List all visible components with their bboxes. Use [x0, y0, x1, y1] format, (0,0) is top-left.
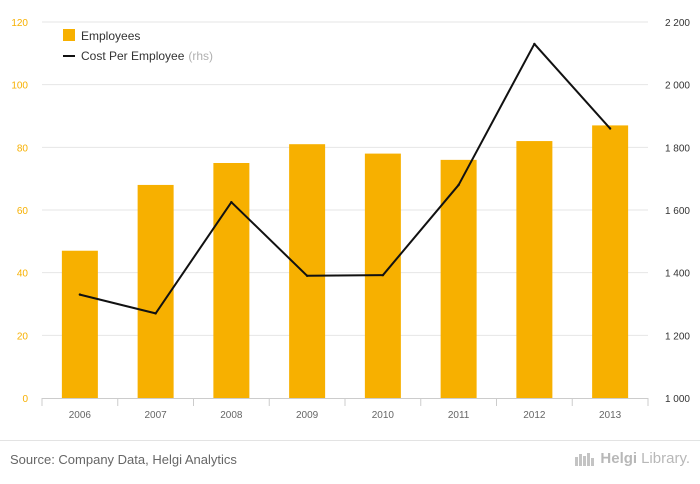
bar-2013 — [592, 125, 629, 399]
y-right-label-1600: 1 600 — [665, 206, 690, 217]
y-left-label-120: 120 — [11, 18, 28, 29]
point-2007 — [154, 312, 157, 315]
legend-label-cost-per-employee: Cost Per Employee (rhs) — [81, 49, 213, 63]
y-right-label-1800: 1 800 — [665, 143, 690, 154]
bar-2006 — [61, 250, 98, 398]
chart: 2006 2007 2008 2009 2010 2011 2012 2013 0 20 40 60… — [11, 18, 690, 421]
library-icon — [575, 452, 595, 466]
point-2010 — [381, 273, 385, 277]
bar-2008 — [213, 163, 250, 398]
point-2009 — [305, 274, 309, 277]
y-right-label-1000: 1 000 — [665, 394, 690, 405]
y-left-label-20: 20 — [17, 331, 29, 342]
brand-logo: Helgi Library. — [574, 450, 690, 467]
y-right-label-1400: 1 400 — [665, 269, 690, 280]
x-label-2006: 2006 — [69, 410, 92, 421]
source-note: Source: Company Data, Helgi Analytics — [10, 452, 237, 467]
point-2008 — [230, 200, 233, 204]
legend-label-employees: Employees — [81, 29, 140, 43]
x-label-2013: 2013 — [599, 410, 622, 421]
y-right-label-1200: 1 200 — [665, 331, 690, 342]
legend: Employees Cost Per Employee (rhs) — [63, 29, 213, 63]
legend-swatch-employees — [63, 29, 75, 41]
y-left-label-40: 40 — [17, 269, 29, 280]
x-label-2011: 2011 — [448, 410, 470, 421]
legend-label-rhs: (rhs) — [188, 49, 213, 63]
point-2012 — [533, 42, 536, 46]
legend-label-cost-text: Cost Per Employee — [81, 49, 185, 63]
y-left-label-100: 100 — [11, 81, 28, 92]
x-label-2007: 2007 — [145, 410, 168, 421]
y-left-label-60: 60 — [17, 206, 29, 217]
x-axis-labels: 2006 2007 2008 2009 2010 2011 2012 2013 — [69, 410, 622, 421]
brand-name-part1: Helgi — [600, 450, 638, 467]
x-label-2009: 2009 — [296, 410, 319, 421]
y-right-label-2000: 2 000 — [665, 81, 690, 92]
x-label-2010: 2010 — [372, 410, 395, 421]
y-right-label-2200: 2 200 — [665, 18, 690, 29]
bar-2007 — [137, 184, 174, 398]
y-right-axis-labels: 1 000 1 200 1 400 1 600 1 800 2 000 2 200 — [665, 18, 690, 405]
cost-per-employee-line — [78, 42, 612, 315]
x-label-2008: 2008 — [220, 410, 243, 421]
brand-name-part2: Library. — [641, 450, 690, 467]
bar-2012 — [516, 141, 553, 399]
employees-bars — [61, 125, 629, 399]
x-axis-ticks — [41, 398, 649, 406]
line-cost-per-employee — [79, 42, 611, 315]
point-2011 — [457, 183, 460, 187]
point-2013 — [608, 127, 612, 130]
y-left-label-0: 0 — [22, 394, 28, 405]
bar-2011 — [440, 159, 477, 398]
y-left-label-80: 80 — [17, 143, 29, 154]
bar-2009 — [289, 144, 326, 398]
y-left-axis-labels: 0 20 40 60 80 100 120 — [11, 18, 28, 405]
point-2006 — [78, 293, 82, 296]
footer: Source: Company Data, Helgi Analytics He… — [0, 440, 700, 484]
x-label-2012: 2012 — [523, 410, 546, 421]
